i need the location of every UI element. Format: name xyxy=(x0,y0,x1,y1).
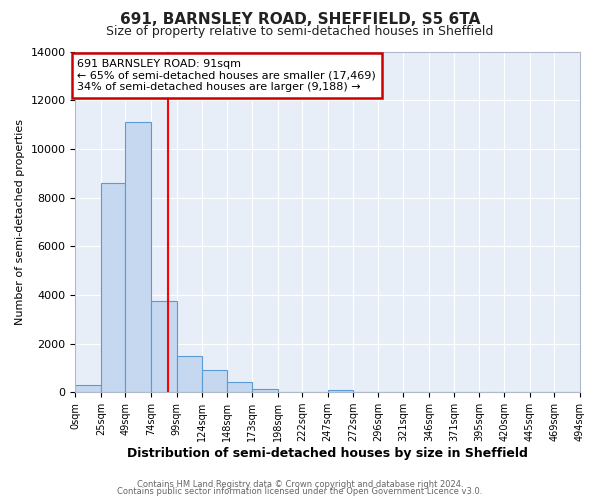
Text: Contains HM Land Registry data © Crown copyright and database right 2024.: Contains HM Land Registry data © Crown c… xyxy=(137,480,463,489)
Text: Size of property relative to semi-detached houses in Sheffield: Size of property relative to semi-detach… xyxy=(106,25,494,38)
Text: 691 BARNSLEY ROAD: 91sqm
← 65% of semi-detached houses are smaller (17,469)
34% : 691 BARNSLEY ROAD: 91sqm ← 65% of semi-d… xyxy=(77,59,376,92)
Y-axis label: Number of semi-detached properties: Number of semi-detached properties xyxy=(15,119,25,325)
Text: Contains public sector information licensed under the Open Government Licence v3: Contains public sector information licen… xyxy=(118,487,482,496)
Bar xyxy=(252,388,278,392)
Bar xyxy=(202,370,227,392)
Bar xyxy=(125,122,151,392)
Bar xyxy=(328,390,353,392)
Bar xyxy=(76,385,101,392)
Bar xyxy=(227,382,252,392)
Bar xyxy=(176,356,202,392)
X-axis label: Distribution of semi-detached houses by size in Sheffield: Distribution of semi-detached houses by … xyxy=(127,447,528,460)
Bar xyxy=(101,183,125,392)
Bar xyxy=(151,301,176,392)
Text: 691, BARNSLEY ROAD, SHEFFIELD, S5 6TA: 691, BARNSLEY ROAD, SHEFFIELD, S5 6TA xyxy=(120,12,480,28)
